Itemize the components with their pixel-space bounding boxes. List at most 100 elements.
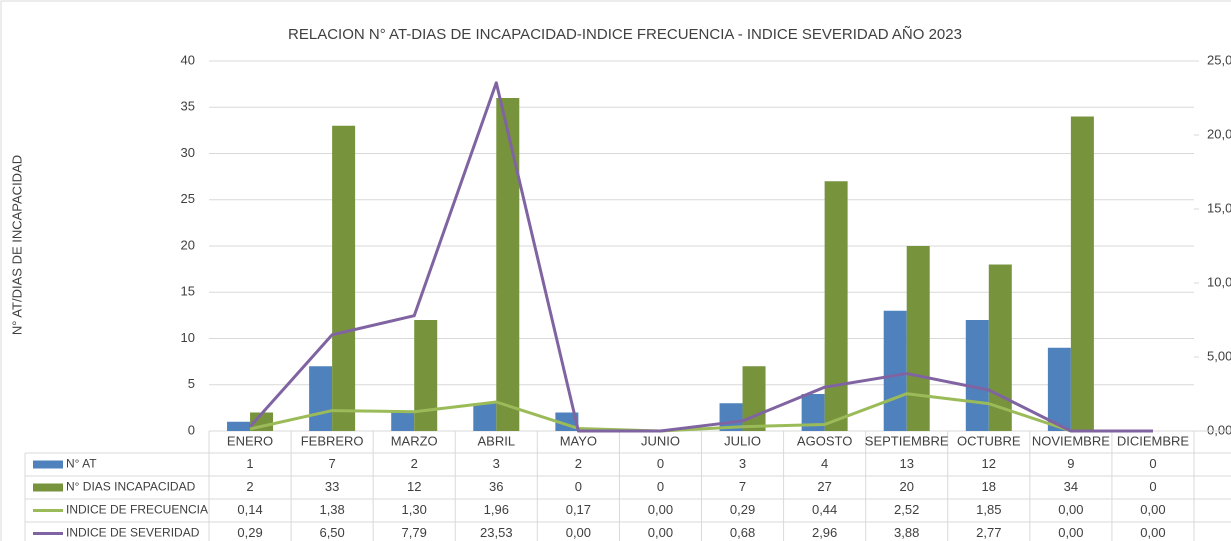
- legend-label: INDICE DE SEVERIDAD: [66, 526, 200, 540]
- legend-label: N° DIAS INCAPACIDAD: [66, 480, 196, 494]
- table-cell: 13: [899, 456, 913, 471]
- table-cell: 1,38: [319, 502, 344, 517]
- table-cell: 7: [739, 479, 746, 494]
- x-tick-label: ENERO: [227, 433, 273, 448]
- table-cell: 0: [657, 456, 664, 471]
- table-cell: 1: [246, 456, 253, 471]
- y-tick-label: 30: [181, 145, 195, 160]
- y2-tick-label: 5,00: [1207, 348, 1231, 363]
- legend-label: N° AT: [66, 457, 97, 471]
- y-tick-label: 15: [181, 284, 195, 299]
- x-tick-label: NOVIEMBRE: [1032, 433, 1110, 448]
- table-cell: 0: [657, 479, 664, 494]
- y2-tick-label: 0,00: [1207, 422, 1231, 437]
- bar: [906, 246, 930, 431]
- bar: [742, 366, 766, 431]
- x-tick-label: DICIEMBRE: [1117, 433, 1190, 448]
- x-tick-label: JULIO: [724, 433, 761, 448]
- bar: [824, 181, 848, 431]
- bar: [801, 394, 825, 431]
- bar: [227, 421, 251, 431]
- table-cell: 33: [325, 479, 339, 494]
- y-tick-label: 10: [181, 330, 195, 345]
- table-cell: 1,96: [484, 502, 509, 517]
- x-tick-label: JUNIO: [641, 433, 680, 448]
- table-cell: 7,79: [402, 525, 427, 540]
- x-tick-label: ABRIL: [478, 433, 516, 448]
- y-tick-label: 20: [181, 237, 195, 252]
- table-cell: 27: [817, 479, 831, 494]
- bar: [414, 320, 438, 431]
- y-tick-label: 5: [188, 376, 195, 391]
- x-tick-label: OCTUBRE: [957, 433, 1021, 448]
- table-cell: 3,88: [894, 525, 919, 540]
- bar: [332, 125, 356, 431]
- table-cell: 3: [493, 456, 500, 471]
- line-series: [249, 392, 1153, 433]
- table-cell: 0,00: [1140, 525, 1165, 540]
- table-cell: 12: [982, 456, 996, 471]
- table-cell: 0,00: [1058, 502, 1083, 517]
- table-cell: 0: [575, 479, 582, 494]
- table-cell: 36: [489, 479, 503, 494]
- table-cell: 0,17: [566, 502, 591, 517]
- x-tick-label: AGOSTO: [797, 433, 852, 448]
- y-axis-label: N° AT/DIAS DE INCAPACIDAD: [9, 155, 24, 335]
- table-cell: 0: [1149, 456, 1156, 471]
- bar: [988, 264, 1012, 431]
- table-cell: 0,14: [237, 502, 262, 517]
- y2-tick-label: 20,00: [1207, 126, 1231, 141]
- bar: [496, 98, 520, 431]
- table-cell: 7: [329, 456, 336, 471]
- table-cell: 2: [246, 479, 253, 494]
- table-cell: 3: [739, 456, 746, 471]
- y2-tick-label: 25,00: [1207, 52, 1231, 67]
- bar: [965, 320, 989, 431]
- bar: [1070, 116, 1094, 431]
- table-cell: 0,29: [730, 502, 755, 517]
- table-cell: 2,52: [894, 502, 919, 517]
- bar: [1047, 347, 1071, 431]
- line-series: [248, 81, 1153, 433]
- table-cell: 23,53: [480, 525, 513, 540]
- table-cell: 0,00: [1058, 525, 1083, 540]
- table-cell: 0: [1149, 479, 1156, 494]
- table-cell: 18: [982, 479, 996, 494]
- table-cell: 2,96: [812, 525, 837, 540]
- x-tick-label: MAYO: [560, 433, 597, 448]
- table-cell: 0,00: [648, 502, 673, 517]
- legend-key: [33, 460, 63, 469]
- chart-title: RELACION N° AT-DIAS DE INCAPACIDAD-INDIC…: [288, 26, 962, 43]
- y-tick-label: 40: [181, 52, 195, 67]
- y2-tick-label: 10,00: [1207, 274, 1231, 289]
- table-cell: 2,77: [976, 525, 1001, 540]
- bar: [883, 310, 907, 431]
- legend-label: INDICE DE FRECUENCIA: [66, 503, 208, 517]
- table-cell: 0,00: [648, 525, 673, 540]
- table-cell: 12: [407, 479, 421, 494]
- x-tick-label: FEBRERO: [301, 433, 364, 448]
- table-cell: 6,50: [319, 525, 344, 540]
- table-cell: 0,00: [1140, 502, 1165, 517]
- bar: [391, 412, 415, 431]
- legend-key: [33, 483, 63, 492]
- bar: [309, 366, 333, 431]
- table-cell: 1,30: [402, 502, 427, 517]
- y-tick-label: 25: [181, 191, 195, 206]
- x-tick-label: MARZO: [391, 433, 438, 448]
- table-cell: 0,00: [566, 525, 591, 540]
- table-cell: 0,68: [730, 525, 755, 540]
- table-cell: 2: [575, 456, 582, 471]
- table-cell: 34: [1064, 479, 1078, 494]
- table-cell: 0,29: [237, 525, 262, 540]
- y2-tick-label: 15,00: [1207, 200, 1231, 215]
- x-tick-label: SEPTIEMBRE: [865, 433, 949, 448]
- table-cell: 20: [899, 479, 913, 494]
- bar: [473, 403, 497, 431]
- table-cell: 9: [1067, 456, 1074, 471]
- table-cell: 4: [821, 456, 828, 471]
- table-cell: 1,85: [976, 502, 1001, 517]
- y-tick-label: 35: [181, 99, 195, 114]
